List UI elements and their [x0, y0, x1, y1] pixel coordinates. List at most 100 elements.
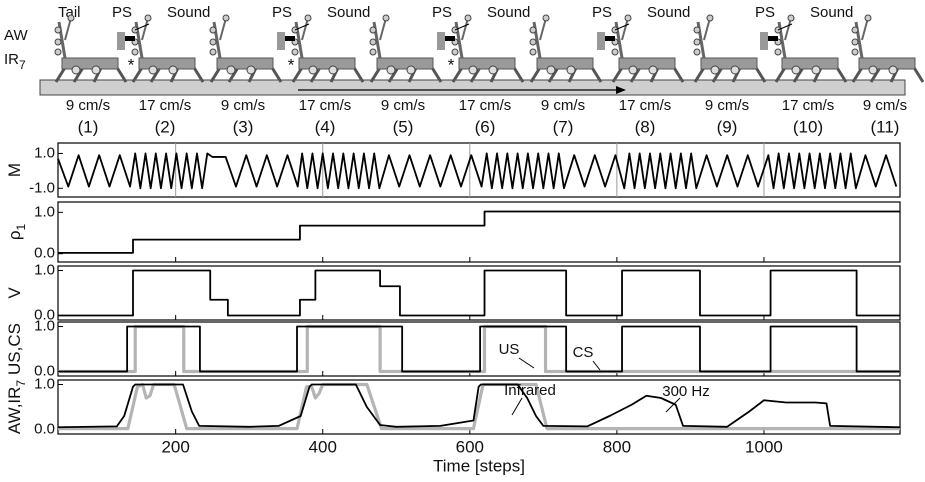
- figure: Tail AW IR7 9 cm/s(1)17 cm/s(2)PSSound*9…: [0, 0, 925, 482]
- robot-joint: [731, 66, 739, 74]
- robot-sensor: [210, 39, 216, 45]
- series-label: CS: [573, 344, 594, 361]
- y-axis-label-text: M: [5, 163, 24, 177]
- speed-label: 17 cm/s: [782, 97, 835, 114]
- segment-label: (1): [78, 117, 99, 136]
- series-line: [58, 271, 900, 316]
- series-label: US: [499, 341, 520, 358]
- robot-sensor: [543, 15, 549, 21]
- asterisk: *: [128, 55, 135, 74]
- series-label: 300 Hz: [662, 383, 710, 400]
- y-tick-label: 0.0: [34, 420, 55, 437]
- y-axis-label-sub: 7: [14, 380, 28, 387]
- robot-sensor: [852, 49, 858, 55]
- speed-label: 9 cm/s: [541, 97, 585, 114]
- ps-label: PS: [432, 4, 452, 21]
- robot: [852, 15, 923, 82]
- ps-label: PS: [112, 4, 132, 21]
- y-tick-label: 1.0: [34, 317, 55, 334]
- robot-joint: [629, 66, 637, 74]
- x-axis-label: Time [steps]: [433, 456, 525, 475]
- series-leader: [512, 398, 522, 415]
- robot: [55, 15, 126, 82]
- asterisk: *: [288, 55, 295, 74]
- ps-device: [437, 32, 445, 50]
- robot-joint: [889, 66, 897, 74]
- robot-sensor: [865, 15, 871, 21]
- sound-device: [768, 36, 778, 41]
- asterisk: *: [448, 55, 455, 74]
- robot-sensor: [694, 27, 700, 33]
- y-axis-label-text: ρ: [5, 231, 24, 241]
- robot-sensor: [223, 15, 229, 21]
- sound-label: Sound: [647, 4, 690, 21]
- sound-device: [445, 36, 455, 41]
- robot-joint: [387, 66, 395, 74]
- robot-body: [619, 58, 675, 69]
- robot-joint: [711, 66, 719, 74]
- robot-joint: [489, 66, 497, 74]
- robot-joint: [812, 66, 820, 74]
- sound-device: [125, 36, 135, 41]
- robot-sensor: [852, 39, 858, 45]
- robot-body: [377, 58, 433, 69]
- robot-body: [62, 58, 118, 69]
- robot-sensor: [55, 49, 61, 55]
- y-tick-label: 1.0: [34, 144, 55, 161]
- ir-sub: 7: [19, 58, 26, 72]
- segment-label: (11): [871, 117, 900, 136]
- robot: [694, 15, 765, 82]
- series-line: [58, 327, 900, 372]
- robot-body: [782, 58, 838, 69]
- y-axis-label-text: V: [5, 287, 24, 299]
- speed-label: 9 cm/s: [66, 97, 110, 114]
- segment-label: (5): [393, 117, 414, 136]
- speed-label: 17 cm/s: [139, 97, 192, 114]
- speed-label: 9 cm/s: [705, 97, 749, 114]
- robot-joint: [407, 66, 415, 74]
- y-axis-label: V: [5, 287, 24, 299]
- robot-sensor: [530, 39, 536, 45]
- robot-body: [299, 58, 355, 69]
- speed-label: 17 cm/s: [619, 97, 672, 114]
- robot: [612, 15, 683, 82]
- robot-sensor: [132, 49, 138, 55]
- y-axis-label-sub: 1: [14, 224, 28, 231]
- robot-sensor: [694, 49, 700, 55]
- robot-sensor: [68, 15, 74, 21]
- aw-label: AW: [4, 27, 28, 44]
- robot-sensor: [852, 27, 858, 33]
- ps-device: [277, 32, 285, 50]
- segment-label: (8): [635, 117, 656, 136]
- robot-body: [859, 58, 915, 69]
- robot-joint: [169, 66, 177, 74]
- robot-joint: [329, 66, 337, 74]
- series-line: [58, 153, 896, 188]
- robot-sensor: [788, 15, 794, 21]
- sound-label: Sound: [167, 4, 210, 21]
- robot-sensor: [210, 49, 216, 55]
- sound-label: Sound: [810, 4, 853, 21]
- speed-label: 9 cm/s: [381, 97, 425, 114]
- robot: [132, 15, 203, 82]
- ir-label: IR7: [4, 51, 26, 72]
- speed-label: 17 cm/s: [459, 97, 512, 114]
- segment-label: (2): [155, 117, 176, 136]
- ir-text: IR: [4, 51, 19, 68]
- robot: [530, 15, 601, 82]
- robot: [210, 15, 281, 82]
- y-axis-label: M: [5, 163, 24, 177]
- robot-sensor: [210, 27, 216, 33]
- y-tick-label: 0.0: [34, 245, 55, 262]
- robot-joint: [869, 66, 877, 74]
- robot: [370, 15, 441, 82]
- robot-sensor: [55, 27, 61, 33]
- robot-joint: [247, 66, 255, 74]
- ps-label: PS: [755, 4, 775, 21]
- x-tick-label: 1000: [745, 437, 783, 456]
- y-axis-label-text: AW,IR: [5, 387, 24, 435]
- x-tick-label: 400: [309, 437, 337, 456]
- robot-sensor: [530, 27, 536, 33]
- robot-joint: [227, 66, 235, 74]
- sound-label: Sound: [487, 4, 530, 21]
